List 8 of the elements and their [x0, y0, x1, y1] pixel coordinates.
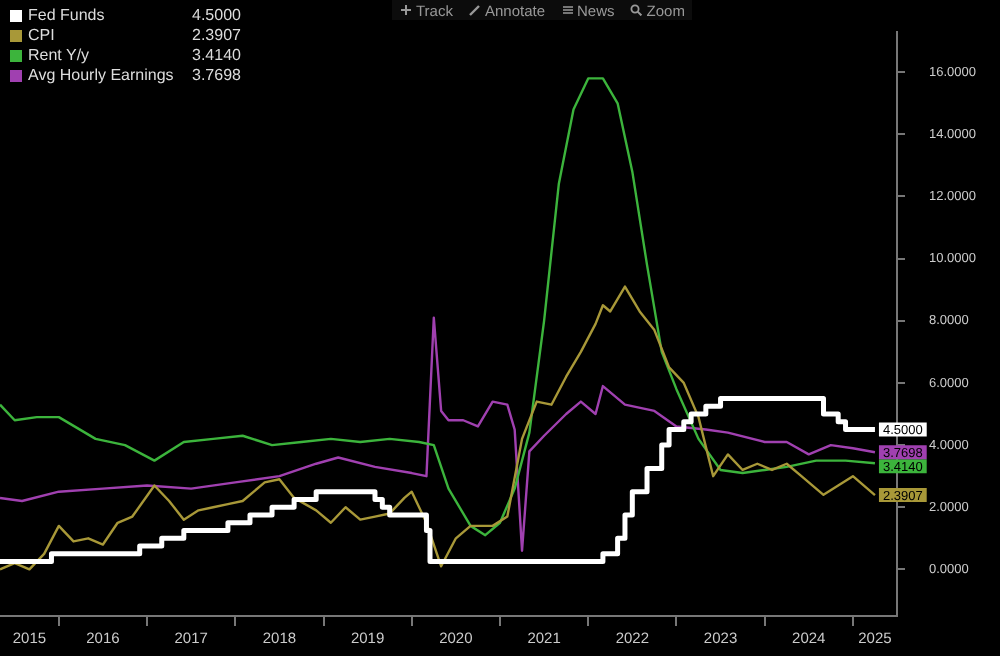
text: 3.4140 [192, 46, 241, 64]
legend-label: Rent Y/y [28, 46, 92, 66]
legend-label: Fed Funds [28, 6, 107, 26]
legend-label: CPI [28, 26, 57, 46]
legend-label: Avg Hourly Earnings [28, 66, 176, 86]
text: 4.5000 [192, 6, 241, 24]
text: 2.3907 [192, 26, 241, 44]
text: 3.7698 [192, 66, 241, 84]
